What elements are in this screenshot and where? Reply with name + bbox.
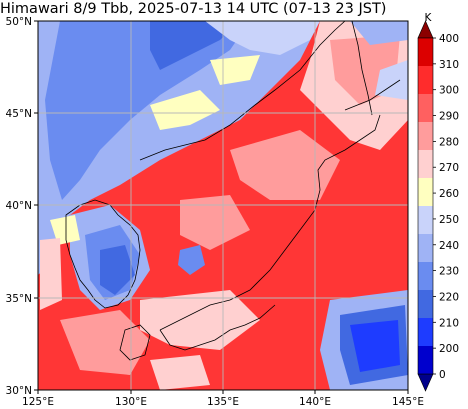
lat-tick-label: 50°N (6, 16, 32, 28)
colorbar-segment (418, 178, 433, 206)
colorbar-unit: K (425, 12, 433, 24)
colorbar-tick-label: 220 (439, 291, 459, 303)
colorbar-segment (418, 38, 433, 66)
colorbar-segment (418, 66, 433, 94)
colorbar-tick-label: 240 (439, 240, 459, 252)
lon-tick-label: 125°E (22, 396, 54, 408)
colorbar-segment (418, 206, 433, 234)
colorbar-tick-label: 280 (439, 136, 459, 148)
lon-tick-label: 140°E (299, 396, 331, 408)
colorbar-frame (417, 37, 434, 375)
lon-tick-label: 135°E (207, 396, 239, 408)
colorbar-segment (418, 234, 433, 262)
colorbar-segment (418, 150, 433, 178)
colorbar-tick-label: 400 (439, 33, 459, 45)
tick-marks (34, 20, 409, 394)
colorbar-tick-label: 300 (439, 85, 459, 97)
colorbar-tick-label: 270 (439, 162, 459, 174)
colorbar-segment (418, 346, 433, 374)
colorbar-segment (418, 290, 433, 318)
colorbar-tick-label: 250 (439, 214, 459, 226)
lat-tick-label: 45°N (6, 108, 32, 120)
lat-tick-label: 35°N (6, 293, 32, 305)
colorbar-tick-label: 310 (439, 59, 459, 71)
colorbar-tick-label: 210 (439, 317, 459, 329)
colorbar-segment (418, 262, 433, 290)
lat-tick-label: 40°N (6, 200, 32, 212)
lon-tick-label: 145°E (392, 396, 424, 408)
colorbar-tick-label: 0 (439, 369, 446, 381)
colorbar-extend-low (417, 373, 434, 392)
map-title: Himawari 8/9 Tbb, 2025-07-13 14 UTC (07-… (0, 1, 387, 17)
colorbar-segment (418, 122, 433, 150)
colorbar: K 0 200 210 220 230 240 250 260 270 280 290 300 310 4… (417, 12, 459, 392)
colorbar-tick-label: 230 (439, 266, 459, 278)
colorbar-tick-label: 260 (439, 188, 459, 200)
lon-tick-label: 130°E (115, 396, 147, 408)
colorbar-tick-label: 290 (439, 111, 459, 123)
colorbar-segment (418, 318, 433, 346)
colorbar-tick-label: 200 (439, 343, 459, 355)
lat-tick-label: 30°N (6, 385, 32, 397)
gridlines (38, 21, 408, 390)
satellite-image (38, 21, 408, 390)
colorbar-segment (418, 94, 433, 122)
